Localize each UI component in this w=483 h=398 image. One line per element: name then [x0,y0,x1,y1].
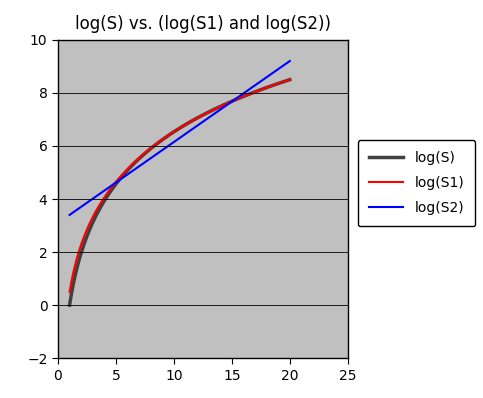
Line: log(S): log(S) [70,80,290,305]
log(S) [287,77,293,82]
log(S) [67,303,72,308]
Title: log(S) vs. (log(S1) and log(S2)): log(S) vs. (log(S1) and log(S2)) [75,15,331,33]
log(S2) [287,59,293,63]
log(S1) [67,289,72,294]
log(S1) [287,77,293,82]
log(S1) [186,120,192,125]
log(S) [171,129,177,134]
log(S1) [172,128,178,133]
log(S2) [172,139,178,143]
log(S2) [186,129,192,134]
log(S2) [67,213,72,217]
log(S) [172,129,178,133]
log(S1) [282,79,287,84]
log(S2) [198,121,203,126]
log(S) [186,120,192,125]
Line: log(S1): log(S1) [70,80,290,292]
Legend: log(S), log(S1), log(S2): log(S), log(S1), log(S2) [357,140,475,226]
log(S1) [198,114,203,119]
Line: log(S2): log(S2) [70,61,290,215]
log(S) [247,92,253,96]
log(S1) [247,92,253,96]
log(S) [198,114,203,119]
log(S2) [171,139,177,144]
log(S2) [247,86,253,91]
log(S2) [282,62,287,67]
log(S1) [171,129,177,134]
log(S) [282,79,287,84]
